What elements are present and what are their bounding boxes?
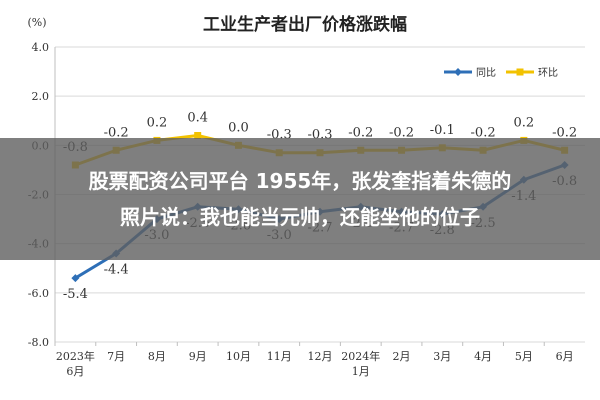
data-label: -5.4 [63,287,88,302]
x-tick-label: 2月 [393,350,411,363]
y-tick-label: 2.0 [32,90,50,103]
x-tick-label: 7月 [107,350,125,363]
x-tick-label: 2023年 6月 [56,349,95,378]
legend-swatch-marker [516,68,524,76]
chart-title: 工业生产者出厂价格涨跌幅 [203,14,407,35]
series-point [71,274,80,283]
data-label: 0.2 [514,115,535,130]
x-tick-label-line: 8月 [148,350,166,363]
data-label: -4.4 [104,263,129,278]
data-label: 0.0 [228,120,249,135]
x-axis-ticks: 2023年 6月 7月 8月 9月 10月 11月 12月 2024年 1月 2月 3月 4月 5月 6月 [54,342,574,378]
x-tick-label-line: 1月 [352,365,370,378]
x-tick-label-line: 6月 [66,365,84,378]
x-tick-label: 11月 [267,350,292,363]
x-tick-label: 5月 [515,350,533,363]
x-tick-label-line: 9月 [189,350,207,363]
x-tick-label: 2024年 1月 [341,349,380,378]
x-tick-label-line: 6月 [556,350,574,363]
x-tick-label: 3月 [433,350,451,363]
x-tick-label: 12月 [308,350,333,363]
x-tick-label: 9月 [189,350,207,363]
y-tick-label: 4.0 [32,41,50,54]
x-tick-label: 10月 [226,350,251,363]
x-tick-label-line: 12月 [308,350,333,363]
data-label: -0.2 [104,125,129,140]
data-label: -0.2 [552,125,577,140]
data-label: 0.4 [187,111,208,126]
legend-label: 环比 [538,67,558,79]
x-tick-label-line: 7月 [107,350,125,363]
x-tick-label-line: 3月 [433,350,451,363]
x-tick-label: 8月 [148,350,166,363]
x-tick-label: 6月 [556,350,574,363]
data-label: -0.2 [348,125,373,140]
x-tick-label-line: 5月 [515,350,533,363]
x-tick-label-line: 2月 [393,350,411,363]
x-tick-label-line: 10月 [226,350,251,363]
series-point [194,132,202,139]
y-tick-label: -8.0 [28,336,49,349]
data-label: -0.1 [430,123,455,138]
x-tick-label-line: 11月 [267,350,292,363]
headline-overlay-banner[interactable]: 股票配资公司平台 1955年，张发奎指着朱德的 照片说：我也能当元帅，还能坐他的… [0,138,600,260]
data-label: 0.2 [147,115,168,130]
x-tick-label-line: 2024年 [341,349,380,363]
legend: 同比 环比 [444,67,558,79]
legend-swatch-marker [454,68,462,76]
overlay-headline-line-1: 股票配资公司平台 1955年，张发奎指着朱德的 [88,169,512,193]
data-label: -0.2 [471,125,496,140]
legend-label: 同比 [476,67,496,79]
y-axis-unit-label: (%) [27,16,46,29]
x-tick-label: 4月 [474,350,492,363]
overlay-headline-line-2: 照片说：我也能当元帅，还能坐他的位子 [120,205,480,229]
data-label: -0.2 [389,125,414,140]
x-tick-label-line: 4月 [474,350,492,363]
x-tick-label-line: 2023年 [56,349,95,363]
y-tick-label: -6.0 [28,287,49,300]
